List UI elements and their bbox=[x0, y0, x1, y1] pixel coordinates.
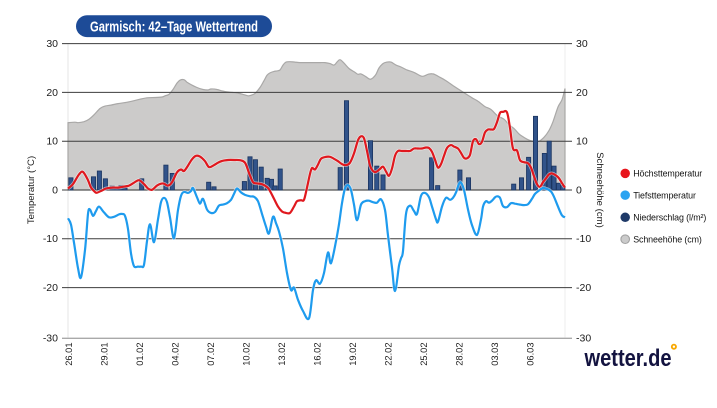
svg-text:04.02: 04.02 bbox=[170, 343, 180, 366]
svg-text:-30: -30 bbox=[576, 333, 591, 345]
svg-text:-10: -10 bbox=[43, 233, 58, 245]
svg-text:19.02: 19.02 bbox=[348, 343, 358, 366]
svg-text:-10: -10 bbox=[576, 233, 591, 245]
svg-text:01.02: 01.02 bbox=[135, 343, 145, 366]
svg-text:0: 0 bbox=[576, 184, 582, 196]
svg-text:16.02: 16.02 bbox=[312, 343, 322, 366]
svg-text:0: 0 bbox=[52, 184, 58, 196]
svg-text:22.02: 22.02 bbox=[383, 343, 393, 366]
svg-text:-20: -20 bbox=[43, 282, 58, 294]
svg-text:Schneehöhe (cm): Schneehöhe (cm) bbox=[594, 152, 605, 228]
svg-text:-30: -30 bbox=[43, 333, 58, 345]
svg-text:10: 10 bbox=[576, 136, 588, 148]
svg-text:Temperatur (°C): Temperatur (°C) bbox=[26, 156, 37, 224]
svg-text:wetter.de: wetter.de bbox=[584, 345, 672, 372]
svg-text:13.02: 13.02 bbox=[277, 343, 287, 366]
svg-text:10.02: 10.02 bbox=[241, 343, 251, 366]
svg-text:06.03: 06.03 bbox=[525, 343, 535, 366]
svg-text:Schneehöhe (cm): Schneehöhe (cm) bbox=[633, 235, 702, 245]
svg-text:20: 20 bbox=[576, 87, 588, 99]
svg-text:29.01: 29.01 bbox=[99, 343, 109, 366]
svg-text:10: 10 bbox=[46, 136, 58, 148]
svg-text:30: 30 bbox=[46, 38, 58, 50]
svg-text:Garmisch: 42–Tage Wettertrend: Garmisch: 42–Tage Wettertrend bbox=[90, 18, 258, 35]
svg-text:25.02: 25.02 bbox=[419, 343, 429, 366]
svg-text:28.02: 28.02 bbox=[454, 343, 464, 366]
svg-text:07.02: 07.02 bbox=[206, 343, 216, 366]
svg-text:Höchsttemperatur: Höchsttemperatur bbox=[633, 169, 702, 179]
svg-text:26.01: 26.01 bbox=[64, 343, 74, 366]
svg-text:20: 20 bbox=[46, 87, 58, 99]
svg-text:Tiefsttemperatur: Tiefsttemperatur bbox=[633, 190, 696, 200]
svg-text:Niederschlag (l/m²): Niederschlag (l/m²) bbox=[633, 213, 706, 223]
svg-text:30: 30 bbox=[576, 38, 588, 50]
svg-text:-20: -20 bbox=[576, 282, 591, 294]
svg-text:03.03: 03.03 bbox=[490, 343, 500, 366]
